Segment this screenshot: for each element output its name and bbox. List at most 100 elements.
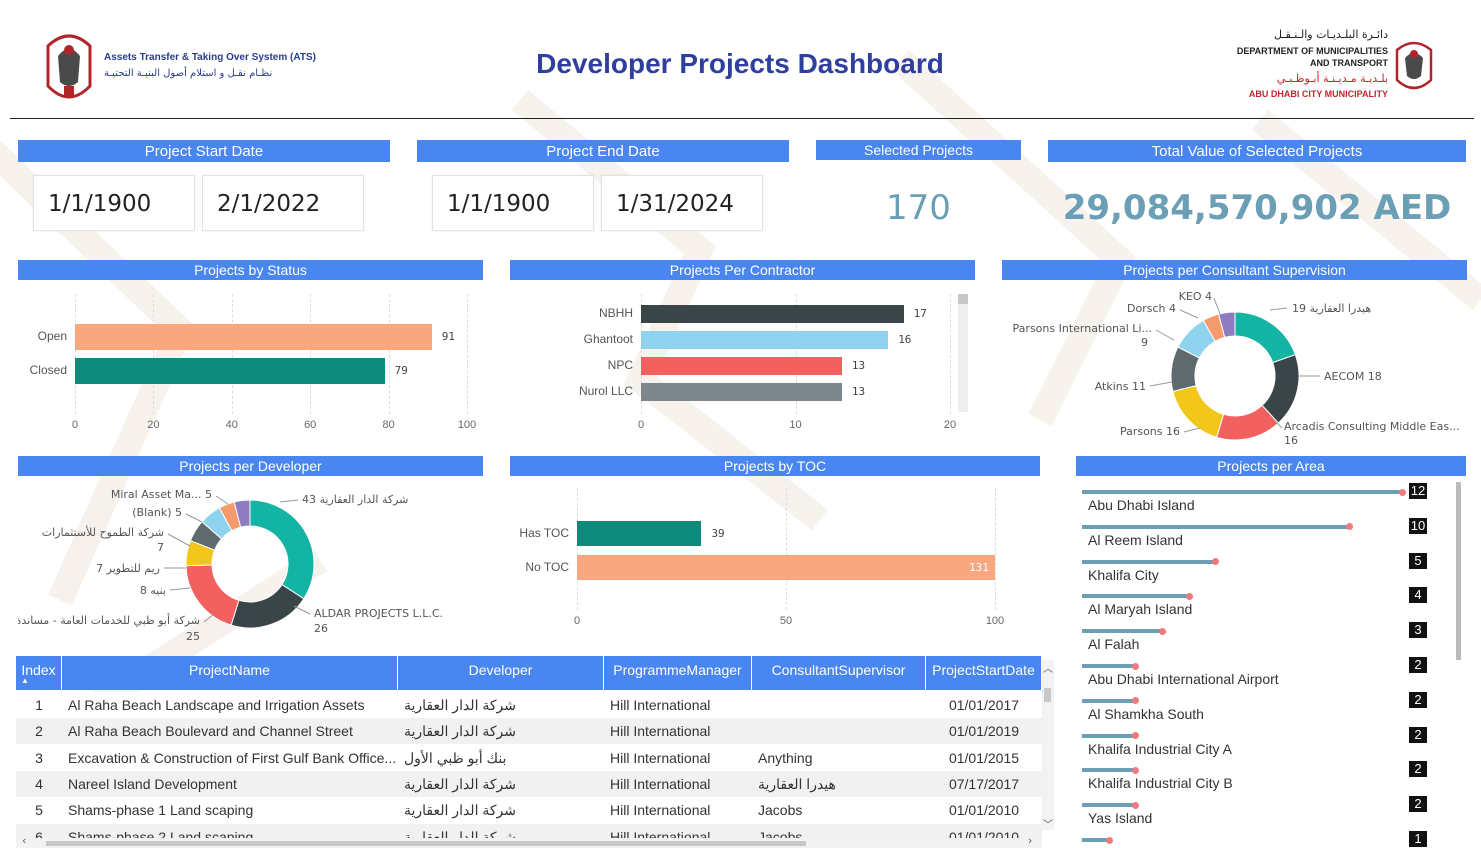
table-cell: Al Raha Beach Landscape and Irrigation A… bbox=[68, 697, 365, 713]
table-cell: 2 bbox=[35, 723, 43, 740]
table-cell: Jacobs bbox=[758, 802, 803, 819]
table-cell: 1 bbox=[35, 697, 43, 713]
table-cell: Hill International bbox=[610, 697, 711, 713]
category-label: NPC bbox=[607, 358, 633, 372]
area-bar-line bbox=[1082, 838, 1109, 842]
start-date-title: Project Start Date bbox=[18, 140, 390, 162]
total-value-amount: 29,084,570,902 AED bbox=[1062, 188, 1452, 228]
start-date-to[interactable]: 2/1/2022 bbox=[202, 175, 364, 231]
donut-label: Arcadis Consulting Middle Eas... bbox=[1284, 420, 1460, 433]
scroll-down-icon[interactable]: ﹀ bbox=[1043, 820, 1053, 831]
area-label: Al Maryah Island bbox=[1088, 601, 1193, 618]
logo-right-line4: بلـديـة مـديـنـة أبـوظـبـي bbox=[1276, 72, 1388, 85]
donut-slice bbox=[230, 583, 305, 629]
donut-slice bbox=[249, 499, 315, 600]
column-header-projectstartdate[interactable]: ProjectStartDate bbox=[926, 656, 1042, 690]
table-cell: 6 bbox=[35, 828, 43, 845]
table-cell: Shams-phase 1 Land scaping bbox=[68, 802, 254, 819]
area-count-badge: 2 bbox=[1409, 761, 1427, 778]
category-label: Open bbox=[37, 329, 67, 343]
table-cell: شركة الدار العقارية bbox=[404, 697, 516, 713]
donut-label: AECOM 18 bbox=[1324, 370, 1382, 383]
column-header-projectname[interactable]: ProjectName bbox=[62, 656, 398, 690]
scroll-up-icon[interactable]: ︿ bbox=[1043, 664, 1053, 675]
logo-left-line1: Assets Transfer & Taking Over System (AT… bbox=[104, 52, 316, 63]
area-label: Khalifa City bbox=[1088, 566, 1159, 583]
donut-label: ريم للتطوير 7 bbox=[96, 562, 160, 575]
bar-nurol-llc bbox=[641, 383, 842, 401]
table-row[interactable]: 5 Shams-phase 1 Land scaping شركة الدار ال… bbox=[16, 797, 1042, 824]
leader-line bbox=[215, 495, 229, 505]
donut-label: بنيه 8 bbox=[140, 584, 166, 597]
data-label: 91 bbox=[441, 330, 455, 343]
hscroll-thumb[interactable] bbox=[46, 841, 806, 846]
table-row[interactable]: 1 Al Raha Beach Landscape and Irrigation … bbox=[16, 692, 1042, 718]
column-header-consultantsupervisor[interactable]: ConsultantSupervisor bbox=[752, 656, 926, 690]
area-label: Khalifa Industrial City B bbox=[1088, 775, 1233, 792]
table-cell: 07/17/2017 bbox=[948, 775, 1020, 792]
donut-label: شركة أبو ظبي للخدمات العامة - مساندة bbox=[18, 613, 200, 627]
column-header-programmemanager[interactable]: ProgrammeManager bbox=[604, 656, 752, 690]
table-cell: Hill International bbox=[610, 723, 711, 740]
table-cell: 01/01/2019 bbox=[948, 723, 1020, 740]
donut-label: شركة الطموح للأستثمارات bbox=[42, 525, 164, 539]
area-scrollbar[interactable] bbox=[1456, 482, 1461, 660]
end-date-title: Project End Date bbox=[417, 140, 789, 162]
table-cell bbox=[752, 718, 926, 744]
table-cell bbox=[752, 692, 926, 718]
table-header: Index ProjectName Developer ProgrammeManage… bbox=[16, 656, 1042, 690]
area-bar-dot bbox=[1132, 662, 1140, 670]
table-cell: 01/01/2017 bbox=[948, 697, 1020, 713]
area-count-badge: 2 bbox=[1409, 726, 1427, 743]
leader-line bbox=[1149, 381, 1173, 387]
category-label: No TOC bbox=[525, 559, 569, 574]
x-tick-label: 20 bbox=[147, 419, 160, 431]
column-header-index[interactable]: Index bbox=[16, 656, 62, 690]
scroll-thumb[interactable] bbox=[1044, 688, 1051, 702]
scroll-left-icon[interactable]: ‹ bbox=[22, 834, 27, 847]
start-date-from[interactable]: 1/1/1900 bbox=[33, 175, 195, 231]
area-bar-line bbox=[1082, 803, 1136, 808]
end-date-from[interactable]: 1/1/1900 bbox=[432, 175, 594, 231]
table-vscroll[interactable]: ︿ ﹀ bbox=[1042, 660, 1054, 831]
table-row[interactable]: 4 Nareel Island Development شركة الدار الع… bbox=[16, 770, 1042, 797]
gridline bbox=[231, 294, 233, 414]
scroll-right-icon[interactable]: › bbox=[1028, 834, 1033, 847]
area-label: Al Falah bbox=[1088, 636, 1140, 653]
area-bar-chart: 12 Abu Dhabi Island 10 Al Reem Island 5 Khali… bbox=[1076, 478, 1466, 848]
bar-ghantoot bbox=[641, 331, 889, 349]
donut-label: Dorsch 4 bbox=[1127, 302, 1176, 315]
category-label: NBHH bbox=[598, 306, 633, 320]
status-chart-title: Projects by Status bbox=[18, 260, 483, 280]
donut-label: ALDAR PROJECTS L.L.C. bbox=[314, 607, 443, 620]
donut-label: 26 bbox=[314, 622, 328, 635]
table-row[interactable]: 3 Excavation & Construction of First Gulf… bbox=[16, 744, 1042, 771]
data-label: 131 bbox=[969, 560, 989, 574]
area-label: Yas Island bbox=[1088, 810, 1153, 827]
contractor-scroll-thumb[interactable] bbox=[958, 294, 968, 304]
area-label: Al Shamkha South bbox=[1088, 705, 1204, 722]
column-header-developer[interactable]: Developer bbox=[398, 656, 604, 690]
sort-ascending-icon[interactable]: ▲ bbox=[21, 676, 29, 685]
table-row[interactable]: 2 Al Raha Beach Boulevard and Channel Str… bbox=[16, 718, 1042, 745]
data-label: 13 bbox=[851, 359, 866, 372]
data-label: 16 bbox=[898, 333, 912, 346]
falcon-emblem-icon bbox=[46, 34, 92, 99]
table-cell: Hill International bbox=[610, 749, 711, 766]
bar-npc bbox=[641, 357, 842, 375]
area-chart-title: Projects per Area bbox=[1076, 456, 1466, 476]
gridline bbox=[388, 294, 390, 414]
table-hscroll[interactable]: ‹ › bbox=[18, 834, 1042, 848]
contractor-scrollbar[interactable] bbox=[958, 294, 968, 412]
table-cell: 4 bbox=[35, 775, 43, 792]
gridline bbox=[577, 488, 578, 610]
consultant-donut-chart: هيدرا العقارية 19 AECOM 18 Arcadis Consult… bbox=[1013, 290, 1460, 447]
end-date-to[interactable]: 1/31/2024 bbox=[601, 175, 763, 231]
area-label: Abu Dhabi International Airport bbox=[1088, 671, 1279, 687]
leader-line bbox=[1213, 297, 1221, 315]
leader-line bbox=[167, 533, 191, 547]
table-cell: شركة الدار العقارية bbox=[404, 723, 516, 740]
x-tick-label: 100 bbox=[457, 419, 477, 431]
gridline bbox=[995, 488, 996, 610]
area-bar-line bbox=[1082, 490, 1402, 494]
